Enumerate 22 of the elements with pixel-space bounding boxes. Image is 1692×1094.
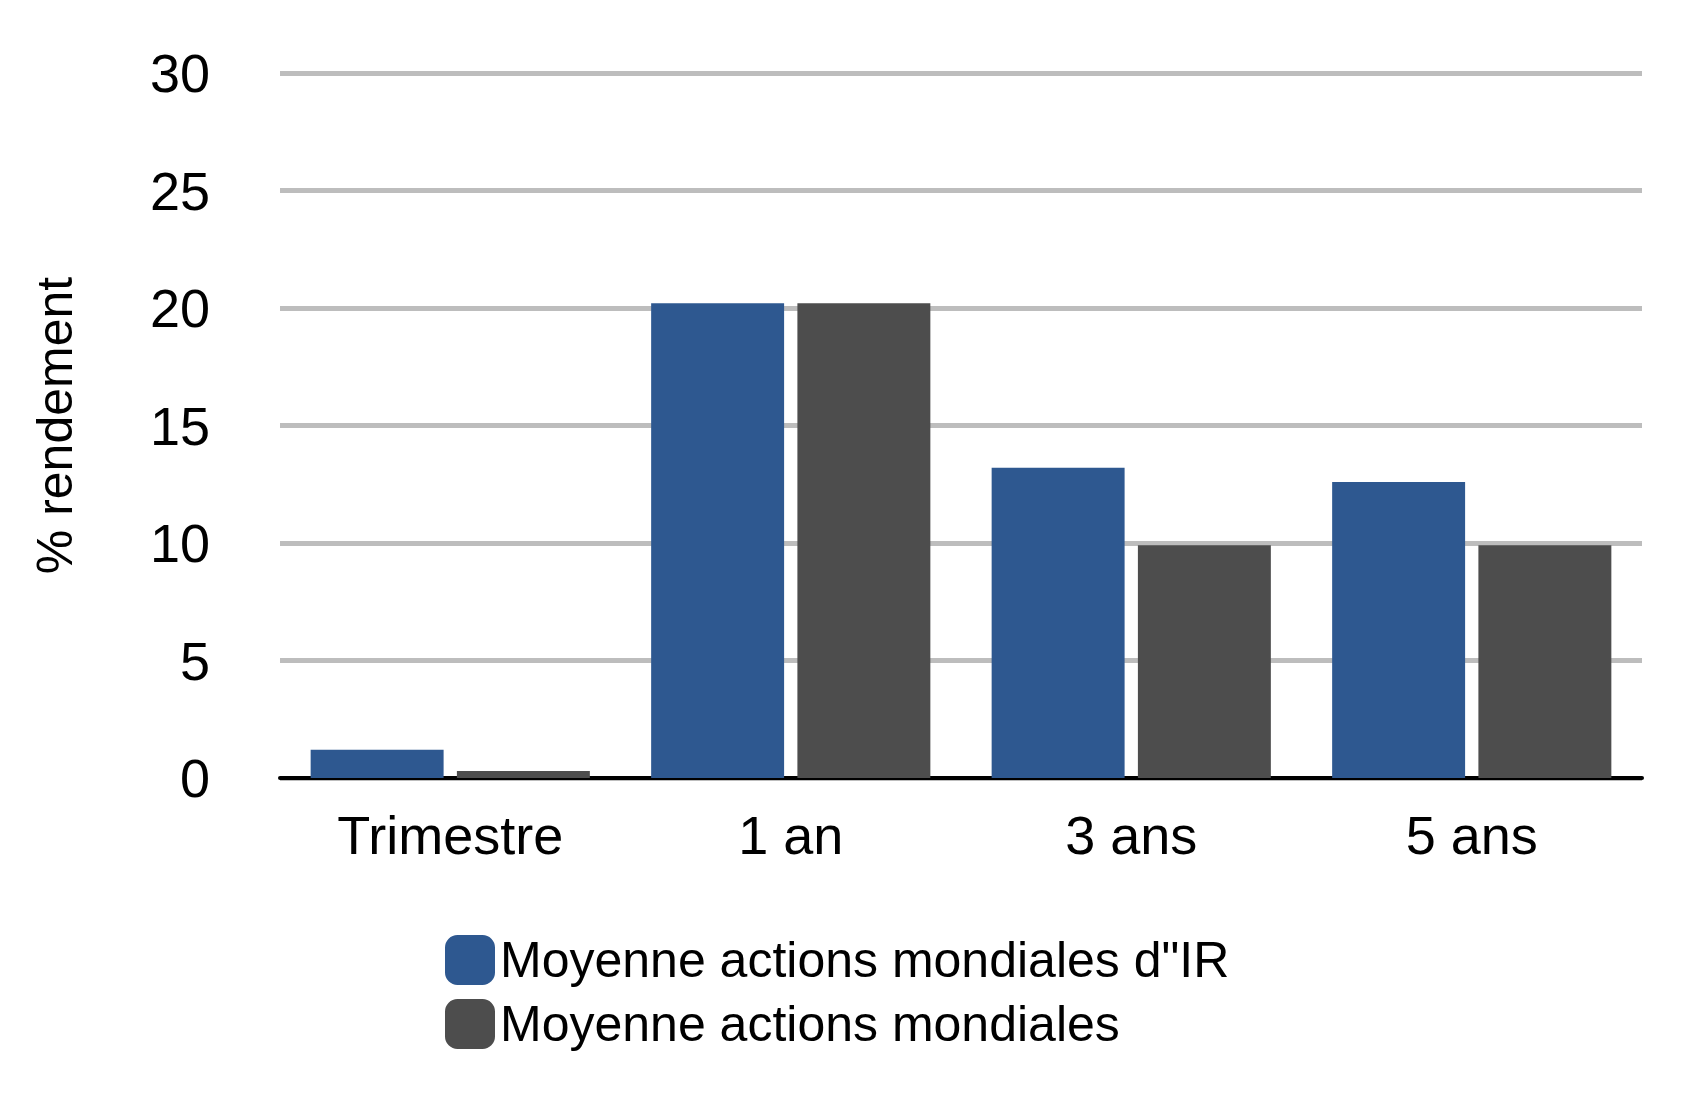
bar: [797, 303, 931, 778]
bar: [310, 749, 444, 778]
y-axis-title: % rendement: [27, 276, 83, 575]
y-tick-label: 10: [149, 513, 210, 573]
x-tick-label: 5 ans: [1405, 805, 1538, 865]
bar: [991, 467, 1125, 778]
legend-label: Moyenne actions mondiales: [500, 996, 1120, 1052]
bar: [1137, 545, 1271, 778]
bar: [456, 770, 590, 778]
x-tick-label: 1 an: [738, 805, 844, 865]
y-tick-label: 0: [179, 748, 210, 808]
legend-label: Moyenne actions mondiales d"IR: [500, 932, 1230, 988]
x-tick-label: 3 ans: [1065, 805, 1198, 865]
y-tick-label: 15: [149, 395, 210, 456]
bar: [651, 303, 785, 778]
y-tick-label: 5: [179, 630, 210, 691]
bar: [1332, 481, 1466, 778]
x-tick-label: Trimestre: [337, 805, 564, 865]
bar: [1478, 545, 1612, 778]
y-tick-label: 20: [149, 278, 210, 338]
y-tick-label: 25: [149, 160, 210, 221]
y-tick-label: 30: [149, 43, 210, 103]
